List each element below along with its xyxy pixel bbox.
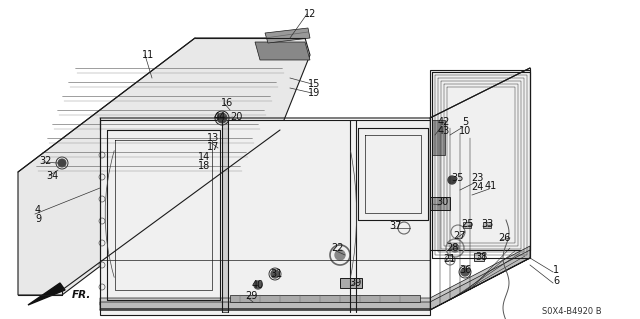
Bar	[474, 253, 484, 261]
Text: 34: 34	[46, 171, 58, 181]
Bar	[430, 197, 450, 210]
Text: 18: 18	[198, 161, 210, 171]
Text: 9: 9	[35, 214, 41, 224]
Text: 35: 35	[452, 173, 464, 183]
Circle shape	[254, 281, 262, 289]
Text: 28: 28	[446, 243, 458, 253]
Text: 39: 39	[349, 278, 361, 288]
Text: 32: 32	[40, 156, 52, 166]
Polygon shape	[432, 120, 445, 155]
Text: 16: 16	[221, 98, 233, 108]
Text: 12: 12	[304, 9, 316, 19]
Text: 29: 29	[245, 291, 257, 301]
Text: 6: 6	[553, 276, 559, 286]
Text: 11: 11	[142, 50, 154, 60]
Text: 19: 19	[308, 88, 320, 98]
Text: 44: 44	[214, 112, 226, 122]
Circle shape	[335, 250, 345, 260]
Text: 43: 43	[438, 126, 450, 136]
Bar	[483, 222, 491, 228]
Polygon shape	[265, 28, 310, 43]
Text: 26: 26	[498, 233, 510, 243]
Text: S0X4-B4920 B: S0X4-B4920 B	[542, 308, 602, 316]
Text: 20: 20	[230, 112, 242, 122]
Text: 13: 13	[207, 133, 219, 143]
Circle shape	[58, 159, 66, 167]
Polygon shape	[100, 70, 530, 315]
Text: 22: 22	[331, 243, 343, 253]
Polygon shape	[18, 38, 310, 295]
Text: 30: 30	[436, 197, 448, 207]
Text: 37: 37	[389, 221, 401, 231]
Polygon shape	[222, 120, 228, 312]
Bar	[463, 222, 471, 228]
Text: 24: 24	[471, 182, 483, 192]
Text: 17: 17	[207, 142, 219, 152]
Circle shape	[451, 244, 459, 252]
Polygon shape	[100, 246, 530, 305]
Polygon shape	[100, 250, 530, 310]
Text: 23: 23	[471, 173, 483, 183]
Text: 42: 42	[438, 117, 450, 127]
Text: 31: 31	[270, 269, 282, 279]
Text: 27: 27	[454, 231, 467, 241]
Text: FR.: FR.	[72, 290, 92, 300]
Polygon shape	[28, 283, 65, 305]
Text: 1: 1	[553, 265, 559, 275]
Polygon shape	[230, 295, 420, 302]
Text: 40: 40	[252, 280, 264, 290]
Text: 4: 4	[35, 205, 41, 215]
Text: 10: 10	[459, 126, 471, 136]
Polygon shape	[255, 42, 310, 60]
Circle shape	[217, 113, 227, 123]
Text: 36: 36	[459, 265, 471, 275]
Circle shape	[271, 270, 279, 278]
Text: 21: 21	[443, 254, 455, 264]
Text: 14: 14	[198, 152, 210, 162]
Bar	[340, 278, 362, 288]
Text: 33: 33	[481, 219, 493, 229]
Text: 25: 25	[461, 219, 474, 229]
Text: 15: 15	[308, 79, 320, 89]
Circle shape	[448, 176, 456, 184]
Circle shape	[461, 268, 469, 276]
Text: 5: 5	[462, 117, 468, 127]
Text: 38: 38	[475, 252, 487, 262]
Text: 41: 41	[485, 181, 497, 191]
